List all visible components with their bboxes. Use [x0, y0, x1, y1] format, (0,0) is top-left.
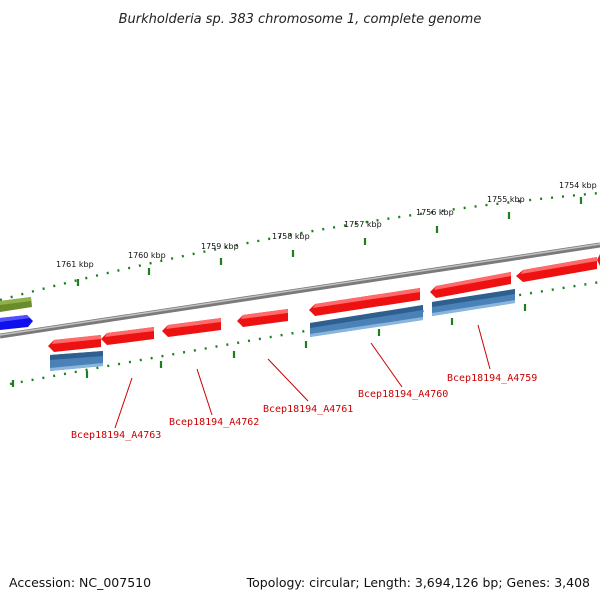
gene-arrow-red[interactable]	[309, 288, 420, 316]
gene-feature-darkblue[interactable]	[0, 315, 33, 330]
scale-tick-label: 1756 kbp	[416, 208, 454, 217]
gene-label-leaders	[114, 324, 491, 429]
scale-tick-label: 1754 kbp	[559, 181, 597, 190]
gene-labels: Bcep18194_A4763 Bcep18194_A4762 Bcep1819…	[71, 373, 537, 441]
cds-feature-blue[interactable]	[50, 351, 103, 371]
scale-tick-label: 1759 kbp	[201, 242, 239, 251]
cds-feature-blue[interactable]	[432, 289, 515, 316]
leader-line	[477, 324, 491, 370]
gene-arrow-red[interactable]	[516, 257, 597, 282]
inner-ring-ticks	[11, 304, 527, 387]
scale-tick-label: 1757 kbp	[344, 220, 382, 229]
leader-line	[114, 377, 133, 429]
gene-label[interactable]: Bcep18194_A4763	[71, 430, 161, 441]
gene-arrow-red[interactable]	[101, 327, 154, 345]
leader-line	[267, 358, 309, 402]
gene-label[interactable]: Bcep18194_A4759	[447, 373, 537, 384]
gene-arrow-red-edge[interactable]	[597, 254, 600, 266]
accession-text: Accession: NC_007510	[9, 575, 151, 590]
inner-scale-ring	[9, 280, 600, 386]
gene-feature-olive[interactable]	[0, 297, 32, 312]
scale-tick-label: 1755 kbp	[487, 195, 525, 204]
chromosome-backbone-highlight	[0, 243, 600, 336]
gene-arrow-red[interactable]	[48, 335, 101, 352]
gene-label[interactable]: Bcep18194_A4762	[169, 417, 259, 428]
scale-tick-label: 1761 kbp	[56, 260, 94, 269]
scale-tick-label: 1758 kbp	[272, 232, 310, 241]
chromosome-backbone	[0, 242, 600, 339]
leader-line	[370, 342, 403, 388]
scale-ticks	[76, 197, 583, 286]
gene-label[interactable]: Bcep18194_A4761	[263, 404, 353, 415]
scale-tick-labels: 1761 kbp 1760 kbp 1759 kbp 1758 kbp 1757…	[56, 181, 597, 269]
map-title: Burkholderia sp. 383 chromosome 1, compl…	[119, 12, 482, 27]
scale-tick-label: 1760 kbp	[128, 251, 166, 260]
genome-summary-text: Topology: circular; Length: 3,694,126 bp…	[246, 575, 590, 590]
gene-arrow-red[interactable]	[237, 309, 288, 327]
gene-label[interactable]: Bcep18194_A4760	[358, 389, 448, 400]
cds-feature-blue[interactable]	[310, 305, 423, 337]
gene-arrow-red[interactable]	[162, 318, 221, 337]
leader-line	[196, 368, 213, 416]
gene-arrow-red[interactable]	[430, 272, 511, 298]
